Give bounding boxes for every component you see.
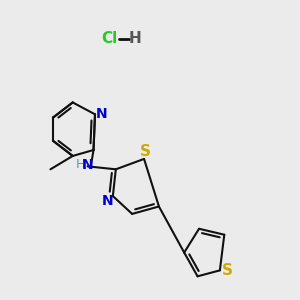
Text: N: N xyxy=(102,194,113,208)
Text: Cl: Cl xyxy=(102,31,118,46)
Text: N: N xyxy=(96,107,107,121)
Text: S: S xyxy=(222,263,233,278)
Text: S: S xyxy=(140,144,151,159)
Text: N: N xyxy=(82,158,93,172)
Text: H: H xyxy=(129,31,142,46)
Text: H: H xyxy=(76,158,85,171)
